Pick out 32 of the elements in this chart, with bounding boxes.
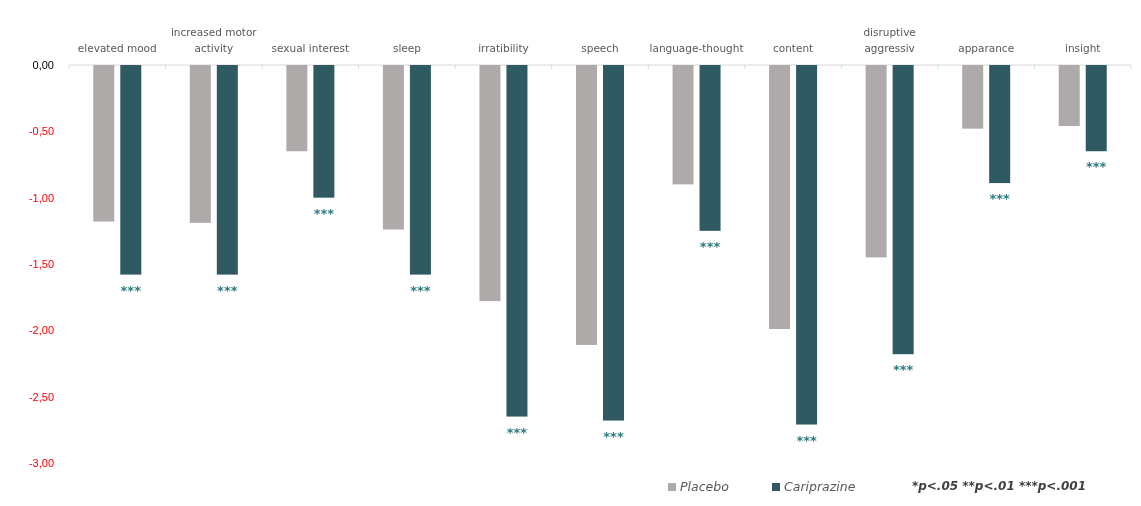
y-tick-label: -1,50 <box>28 257 54 270</box>
annotation: *** <box>603 428 624 444</box>
y-tick-label: -1,00 <box>28 191 54 204</box>
x-tick-label: disruptive aggressiv <box>863 26 916 54</box>
y-tick-label: -2,00 <box>28 324 54 337</box>
x-tick-label: elevated mood <box>77 42 157 54</box>
x-tick-label: speech <box>581 42 619 54</box>
annotation: *** <box>1086 159 1107 175</box>
y-tick-label: -2,50 <box>28 390 54 403</box>
x-tick-label: content <box>772 42 814 54</box>
annotation: *** <box>313 205 335 221</box>
annotation: *** <box>796 432 817 448</box>
x-tick-label: sexual interest <box>271 42 350 54</box>
annotation: *** <box>892 362 914 378</box>
x-tick-label: sleep <box>392 42 422 54</box>
annotation: *** <box>699 238 721 254</box>
annotation: *** <box>989 191 1011 207</box>
x-tick-label: language-thought <box>649 42 744 54</box>
text: *p<.05 **p<.01 ***p<.001 <box>911 479 1086 493</box>
annotation: *** <box>217 282 238 298</box>
annotation: *** <box>506 424 528 440</box>
y-tick-label: -0,50 <box>28 125 54 138</box>
annotation: *** <box>410 282 431 298</box>
x-tick-label: increased motor activity <box>170 26 258 54</box>
x-tick-label: insight <box>1065 42 1101 54</box>
x-tick-label: irratibility <box>478 42 529 54</box>
x-tick-label: apparance <box>958 42 1015 54</box>
y-tick-label: -3,00 <box>28 456 54 469</box>
legend-label: Cariprazine <box>784 479 856 494</box>
legend-label: Placebo <box>680 479 730 494</box>
y-tick-label: 0,00 <box>32 58 54 71</box>
annotation: *** <box>120 282 142 298</box>
